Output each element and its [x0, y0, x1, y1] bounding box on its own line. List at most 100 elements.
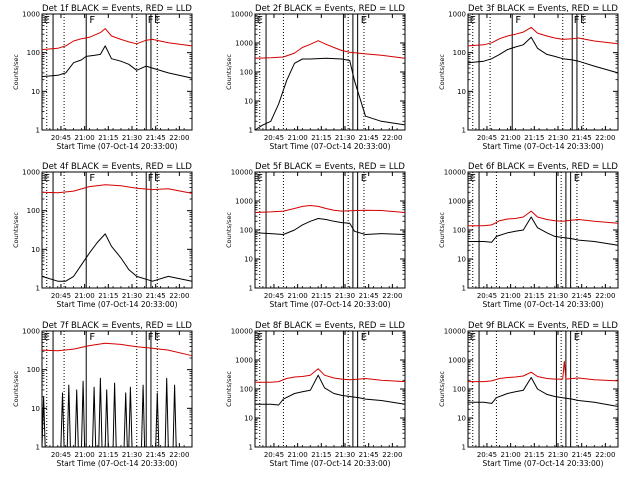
- x-tick-label: 22:00: [169, 451, 189, 459]
- x-axis-label: Start Time (07-Oct-14 20:33:00): [269, 459, 390, 468]
- y-tick-label: 100: [240, 386, 253, 394]
- region-marker-label: E: [44, 332, 50, 343]
- region-marker-label: E: [470, 15, 476, 26]
- events-series-line: [468, 216, 619, 246]
- y-axis-label: Counts/sec: [438, 212, 446, 248]
- region-marker-label: E: [580, 15, 586, 26]
- x-tick-label: 21:30: [335, 292, 355, 300]
- x-tick-label: 21:30: [548, 451, 568, 459]
- x-tick-label: 20:45: [477, 292, 497, 300]
- y-tick-label: 100: [453, 386, 466, 394]
- panel-title: Det 1f BLACK = Events, RED = LLD: [42, 4, 192, 14]
- events-series-line: [41, 233, 193, 282]
- x-axis-label: Start Time (07-Oct-14 20:33:00): [56, 142, 177, 151]
- y-tick-label: 100: [453, 49, 466, 57]
- events-series-line: [468, 377, 619, 407]
- panel-1: Det 1f BLACK = Events, RED = LLD 1 10 100 10…: [12, 4, 193, 151]
- y-tick-label: 1000: [22, 169, 40, 177]
- region-marker-label: F: [148, 173, 154, 184]
- plot-frame: [254, 330, 406, 448]
- x-tick-label: 21:45: [572, 451, 592, 459]
- events-series-line: [254, 218, 406, 235]
- plot-frame: [467, 13, 619, 131]
- x-tick-label: 21:00: [288, 292, 308, 300]
- y-tick-label: 100: [453, 227, 466, 235]
- y-tick-label: 100: [240, 227, 253, 235]
- panel-2: Det 2f BLACK = Events, RED = LLD 1 10 100 10…: [225, 4, 406, 151]
- y-tick-label: 10: [244, 256, 253, 264]
- panel-9: Det 9f BLACK = Events, RED = LLD 1 10 100 10…: [438, 321, 619, 468]
- region-marker-label: E: [574, 332, 580, 343]
- x-tick-label: 21:45: [146, 292, 166, 300]
- x-tick-label: 22:00: [382, 451, 402, 459]
- region-marker-label: F: [89, 332, 95, 343]
- x-tick-label: 21:45: [146, 451, 166, 459]
- x-tick-label: 22:00: [382, 292, 402, 300]
- panel-title: Det 8f BLACK = Events, RED = LLD: [255, 321, 405, 331]
- y-tick-label: 10: [31, 88, 40, 96]
- y-tick-label: 10: [244, 98, 253, 106]
- x-tick-label: 21:30: [122, 134, 142, 142]
- x-tick-label: 21:45: [146, 134, 166, 142]
- x-tick-label: 21:00: [288, 134, 308, 142]
- y-tick-label: 1000: [235, 40, 253, 48]
- lld-series-line: [255, 368, 406, 383]
- region-marker-label: E: [574, 173, 580, 184]
- x-tick-label: 22:00: [169, 134, 189, 142]
- y-tick-label: 1: [249, 127, 253, 135]
- x-axis-label: Start Time (07-Oct-14 20:33:00): [482, 459, 603, 468]
- region-marker-label: F: [89, 15, 95, 26]
- lld-series-line: [467, 26, 619, 47]
- region-marker-label: E: [154, 15, 160, 26]
- x-tick-label: 22:00: [382, 134, 402, 142]
- x-tick-label: 21:45: [359, 134, 379, 142]
- x-tick-label: 21:45: [572, 292, 592, 300]
- y-tick-label: 1: [249, 444, 253, 452]
- x-tick-label: 21:00: [75, 134, 95, 142]
- x-axis-label: Start Time (07-Oct-14 20:33:00): [482, 300, 603, 309]
- region-marker-label: E: [470, 173, 476, 184]
- y-tick-label: 1000: [235, 357, 253, 365]
- x-tick-label: 21:30: [548, 134, 568, 142]
- x-tick-label: 21:00: [75, 451, 95, 459]
- panel-title: Det 7f BLACK = Events, RED = LLD: [42, 321, 192, 331]
- region-marker-label: E: [361, 173, 367, 184]
- y-tick-label: 10000: [231, 169, 253, 177]
- y-tick-label: 100: [27, 207, 40, 215]
- panel-title: Det 6f BLACK = Events, RED = LLD: [468, 162, 618, 172]
- x-tick-label: 22:00: [595, 134, 615, 142]
- y-tick-label: 10: [31, 405, 40, 413]
- x-axis-label: Start Time (07-Oct-14 20:33:00): [269, 300, 390, 309]
- x-tick-label: 21:15: [311, 292, 331, 300]
- y-tick-label: 10000: [231, 328, 253, 336]
- x-tick-label: 20:45: [51, 451, 71, 459]
- events-series-line: [467, 36, 619, 74]
- y-tick-label: 10: [244, 415, 253, 423]
- x-tick-label: 20:45: [477, 134, 497, 142]
- y-tick-label: 100: [27, 366, 40, 374]
- panel-8: Det 8f BLACK = Events, RED = LLD 1 10 100 10…: [225, 321, 406, 468]
- y-tick-label: 1000: [235, 198, 253, 206]
- plot-frame: [467, 171, 619, 289]
- y-tick-label: 1: [36, 444, 40, 452]
- x-tick-label: 20:45: [264, 292, 284, 300]
- region-marker-label: F: [148, 332, 154, 343]
- region-marker-label: F: [574, 15, 580, 26]
- region-marker-label: E: [154, 332, 160, 343]
- y-tick-label: 100: [27, 49, 40, 57]
- x-tick-label: 20:45: [477, 451, 497, 459]
- y-tick-label: 10: [31, 246, 40, 254]
- x-tick-label: 21:15: [311, 134, 331, 142]
- x-tick-label: 20:45: [51, 134, 71, 142]
- y-axis-label: Counts/sec: [438, 54, 446, 90]
- x-tick-label: 21:15: [524, 134, 544, 142]
- events-series-line: [255, 374, 406, 406]
- y-axis-label: Counts/sec: [225, 371, 233, 407]
- region-marker-label: E: [44, 173, 50, 184]
- panel-4: Det 4f BLACK = Events, RED = LLD 1 10 100 10…: [12, 162, 193, 309]
- x-tick-label: 20:45: [51, 292, 71, 300]
- plot-frame: [41, 13, 193, 131]
- x-tick-label: 21:30: [335, 134, 355, 142]
